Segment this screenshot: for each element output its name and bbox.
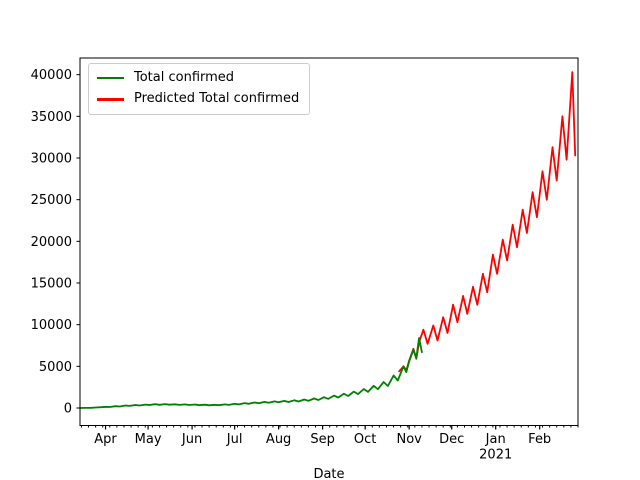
x-tick-label: Nov xyxy=(396,432,422,447)
legend-label-predicted-total-confirmed: Predicted Total confirmed xyxy=(134,91,300,107)
x-tick-label: Dec xyxy=(439,432,464,447)
y-tick-label: 25000 xyxy=(31,193,72,208)
y-tick-label: 35000 xyxy=(31,110,72,125)
x-axis-label: Date xyxy=(313,467,345,480)
legend: Total confirmed Predicted Total confirme… xyxy=(88,63,311,115)
y-tick-label: 10000 xyxy=(31,318,72,333)
x-tick-label: Aug xyxy=(266,432,291,447)
x-tick-label: Apr xyxy=(94,432,117,447)
x-year-label: 2021 xyxy=(479,448,512,463)
legend-entry-predicted-total-confirmed: Predicted Total confirmed xyxy=(97,91,300,107)
y-tick-label: 5000 xyxy=(39,360,72,375)
x-tick-label: Jan xyxy=(485,432,506,447)
y-tick-label: 0 xyxy=(64,402,72,417)
x-tick-label: Jun xyxy=(181,432,202,447)
y-tick-label: 40000 xyxy=(31,68,72,83)
series-line-total-confirmed xyxy=(79,337,423,409)
y-tick-label: 15000 xyxy=(31,277,72,292)
x-tick-label: Jul xyxy=(226,432,243,447)
x-tick-label: Sep xyxy=(310,432,335,447)
x-tick-label: Oct xyxy=(354,432,376,447)
series-line-predicted-total-confirmed xyxy=(398,71,577,373)
x-tick-label: May xyxy=(135,432,162,447)
y-tick-label: 20000 xyxy=(31,235,72,250)
legend-label-total-confirmed: Total confirmed xyxy=(134,70,235,85)
legend-line-predicted-total-confirmed-icon xyxy=(97,98,124,101)
y-tick-label: 30000 xyxy=(31,152,72,167)
legend-entry-total-confirmed: Total confirmed xyxy=(97,70,299,85)
legend-line-total-confirmed-icon xyxy=(97,76,124,80)
x-tick-label: Feb xyxy=(528,432,551,447)
